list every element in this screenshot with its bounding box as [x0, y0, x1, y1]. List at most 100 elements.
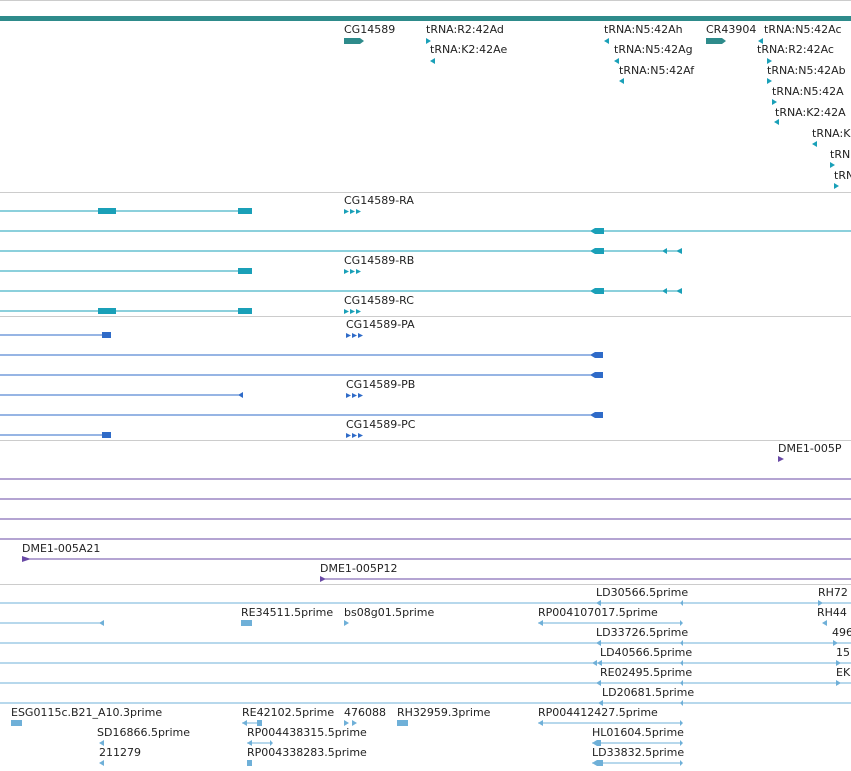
est-glyph[interactable]: [822, 620, 827, 626]
gene-glyph-trna[interactable]: [767, 58, 772, 64]
gene-glyph-trna[interactable]: [619, 78, 624, 84]
transcript-glyph-RB[interactable]: [344, 269, 361, 274]
gene-label[interactable]: CR43904: [706, 23, 757, 36]
est-glyph[interactable]: [242, 720, 262, 726]
gene-glyph-trna[interactable]: [758, 38, 763, 44]
exon[interactable]: [590, 248, 682, 254]
gene-label[interactable]: tRNA:K2:42Ae: [430, 43, 508, 56]
gene-glyph-trna[interactable]: [772, 99, 777, 105]
est-glyph[interactable]: [836, 680, 841, 686]
exon[interactable]: [98, 308, 116, 314]
est-glyph[interactable]: [397, 720, 408, 726]
est-label[interactable]: LD40566.5prime: [600, 646, 693, 659]
exon[interactable]: [238, 208, 252, 214]
clone-glyph[interactable]: [320, 576, 326, 582]
exon[interactable]: [590, 228, 604, 234]
exon[interactable]: [590, 288, 682, 294]
est-label[interactable]: 15: [836, 646, 850, 659]
gene-label[interactable]: CG14589: [344, 23, 396, 36]
exon[interactable]: [238, 308, 252, 314]
est-label[interactable]: SD16866.5prime: [97, 726, 190, 739]
est-label[interactable]: RH44: [817, 606, 847, 619]
est-label[interactable]: LD33726.5prime: [596, 626, 689, 639]
gene-glyph-trna[interactable]: [830, 162, 835, 168]
gene-label[interactable]: tRNA:R2:42Ac: [757, 43, 834, 56]
gene-label[interactable]: tRN: [834, 169, 851, 182]
est-label[interactable]: bs08g01.5prime: [344, 606, 435, 619]
est-glyph[interactable]: [99, 740, 104, 746]
est-glyph[interactable]: [836, 660, 841, 666]
est-label[interactable]: LD30566.5prime: [596, 586, 689, 599]
est-label[interactable]: LD33832.5prime: [592, 746, 685, 759]
est-glyph[interactable]: [11, 720, 22, 726]
gene-label[interactable]: tRNA:R2:42Ad: [426, 23, 504, 36]
protein-label[interactable]: CG14589-PB: [346, 378, 416, 391]
cds[interactable]: [238, 392, 243, 398]
gene-label[interactable]: tRNA:N5:42Ah: [604, 23, 683, 36]
gene-label[interactable]: tRNA:K2:42A: [775, 106, 846, 119]
est-label[interactable]: 211279: [99, 746, 141, 759]
cds[interactable]: [102, 432, 111, 438]
transcript-label[interactable]: CG14589-RB: [344, 254, 415, 267]
est-label[interactable]: HL01604.5prime: [592, 726, 684, 739]
gene-glyph-trna[interactable]: [426, 38, 431, 44]
est-label[interactable]: RE02495.5prime: [600, 666, 693, 679]
gene-glyph-trna[interactable]: [614, 58, 619, 64]
est-glyph[interactable]: [344, 720, 357, 726]
transcript-glyph-RC[interactable]: [344, 309, 361, 314]
cds[interactable]: [102, 332, 111, 338]
est-glyph[interactable]: [818, 600, 823, 606]
gene-glyph-trna[interactable]: [430, 58, 435, 64]
cds[interactable]: [590, 352, 603, 358]
gene-label[interactable]: tRN: [830, 148, 851, 161]
clone-label[interactable]: DME1-005P12: [320, 562, 398, 575]
protein-glyph-PC[interactable]: [346, 433, 363, 438]
est-label[interactable]: RP004107017.5prime: [538, 606, 658, 619]
transcript-label[interactable]: CG14589-RC: [344, 294, 414, 307]
est-label[interactable]: RH32959.3prime: [397, 706, 491, 719]
gene-label[interactable]: tRNA:K: [812, 127, 851, 140]
cds[interactable]: [590, 412, 603, 418]
gene-glyph-trna[interactable]: [604, 38, 609, 44]
protein-glyph-PA[interactable]: [346, 333, 363, 338]
est-label[interactable]: LD20681.5prime: [602, 686, 695, 699]
gene-label[interactable]: tRNA:N5:42Ac: [764, 23, 842, 36]
protein-label[interactable]: CG14589-PC: [346, 418, 416, 431]
transcript-glyph-RA[interactable]: [344, 209, 361, 214]
est-label[interactable]: 476088: [344, 706, 386, 719]
est-glyph[interactable]: [344, 620, 349, 626]
exon[interactable]: [238, 268, 252, 274]
est-glyph[interactable]: [99, 760, 104, 766]
est-label[interactable]: RH72: [818, 586, 848, 599]
est-glyph[interactable]: [592, 660, 683, 666]
gene-glyph-CG14589[interactable]: [344, 38, 364, 44]
clone-glyph[interactable]: [22, 556, 31, 562]
protein-glyph-PB[interactable]: [346, 393, 363, 398]
gene-label[interactable]: tRNA:N5:42A: [772, 85, 844, 98]
gene-label[interactable]: tRNA:N5:42Af: [619, 64, 695, 77]
est-glyph[interactable]: [99, 620, 104, 626]
clone-label[interactable]: DME1-005P: [778, 442, 842, 455]
exon[interactable]: [98, 208, 116, 214]
clone-glyph[interactable]: [778, 456, 784, 462]
clone-label[interactable]: DME1-005A21: [22, 542, 101, 555]
gene-glyph-trna[interactable]: [767, 78, 772, 84]
est-glyph[interactable]: [247, 740, 273, 746]
gene-label[interactable]: tRNA:N5:42Ab: [767, 64, 846, 77]
est-label[interactable]: RE34511.5prime: [241, 606, 334, 619]
cds[interactable]: [590, 372, 603, 378]
gene-glyph-CR43904[interactable]: [706, 38, 726, 44]
est-label[interactable]: RP004438315.5prime: [247, 726, 367, 739]
transcript-label[interactable]: CG14589-RA: [344, 194, 414, 207]
est-glyph[interactable]: [241, 620, 252, 626]
est-label[interactable]: 496: [832, 626, 851, 639]
est-glyph[interactable]: [592, 760, 683, 766]
est-glyph[interactable]: [247, 760, 252, 766]
gene-label[interactable]: tRNA:N5:42Ag: [614, 43, 693, 56]
est-label[interactable]: RP004338283.5prime: [247, 746, 367, 759]
est-label[interactable]: RE42102.5prime: [242, 706, 335, 719]
est-label[interactable]: ESG0115c.B21_A10.3prime: [11, 706, 163, 719]
gene-glyph-trna[interactable]: [812, 141, 817, 147]
gene-glyph-trna[interactable]: [774, 119, 779, 125]
est-glyph[interactable]: [833, 640, 838, 646]
